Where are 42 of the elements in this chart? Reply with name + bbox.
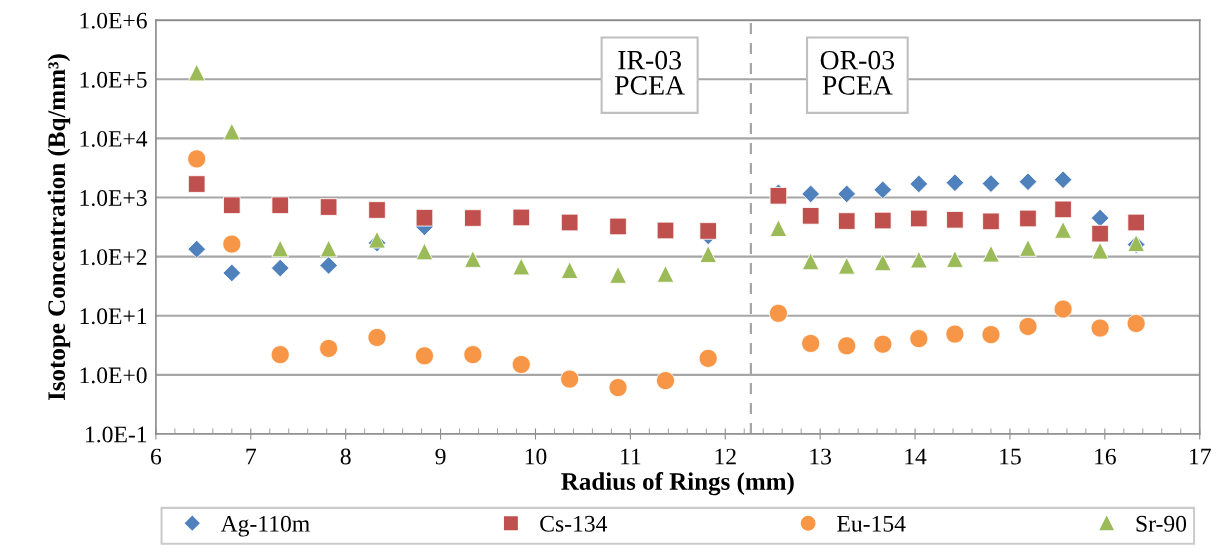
annotation: OR-03 PCEA <box>820 50 895 95</box>
x-tick-label: 7 <box>246 448 257 465</box>
y-tick-label: 1.0E+2 <box>80 249 147 266</box>
y-tick-label: 1.0E+5 <box>80 71 147 88</box>
legend-label: Ag-110m <box>220 515 310 537</box>
x-tick-label: 12 <box>715 448 736 465</box>
y-tick-label: 1.0E-1 <box>86 426 147 443</box>
y-tick-label: 1.0E+4 <box>80 130 148 147</box>
legend-label: Cs-134 <box>540 515 608 532</box>
point <box>801 252 820 271</box>
point <box>1053 299 1073 319</box>
point <box>1053 170 1073 189</box>
x-tick-label: 8 <box>340 448 351 465</box>
x-tick-label: 17 <box>1190 448 1211 465</box>
x-tick-label: 14 <box>905 448 927 465</box>
point <box>1018 172 1038 191</box>
y-axis-title: Isotope Concentration (Bq/mm³) <box>47 54 71 401</box>
point <box>837 184 856 204</box>
y-tick-label: 1.0E+1 <box>80 308 147 325</box>
point <box>945 173 965 192</box>
annotation: IR-03 PCEA <box>614 50 685 95</box>
x-tick-label: 11 <box>621 448 641 465</box>
point <box>223 196 241 214</box>
y-tick-label: 1.0E+6 <box>80 12 147 29</box>
y-tick-label: 1.0E+3 <box>80 190 147 207</box>
x-axis-title: Radius of Rings (mm) <box>561 472 794 496</box>
x-tick-label: 16 <box>1095 448 1116 465</box>
point <box>656 221 675 240</box>
y-tick-label: 1.0E+0 <box>80 367 147 384</box>
legend-label: Sr-90 <box>1136 515 1187 532</box>
point <box>187 239 206 259</box>
point <box>367 327 387 347</box>
x-tick-label: 6 <box>151 448 162 465</box>
point <box>415 208 434 227</box>
point <box>909 329 929 349</box>
legend-label: Eu-154 <box>837 515 906 532</box>
x-tick-label: 13 <box>810 448 832 465</box>
x-tick-label: 10 <box>525 448 547 465</box>
point <box>874 211 892 230</box>
x-tick-label: 15 <box>1000 448 1021 465</box>
x-tick-label: 9 <box>435 448 446 465</box>
point <box>769 219 788 237</box>
